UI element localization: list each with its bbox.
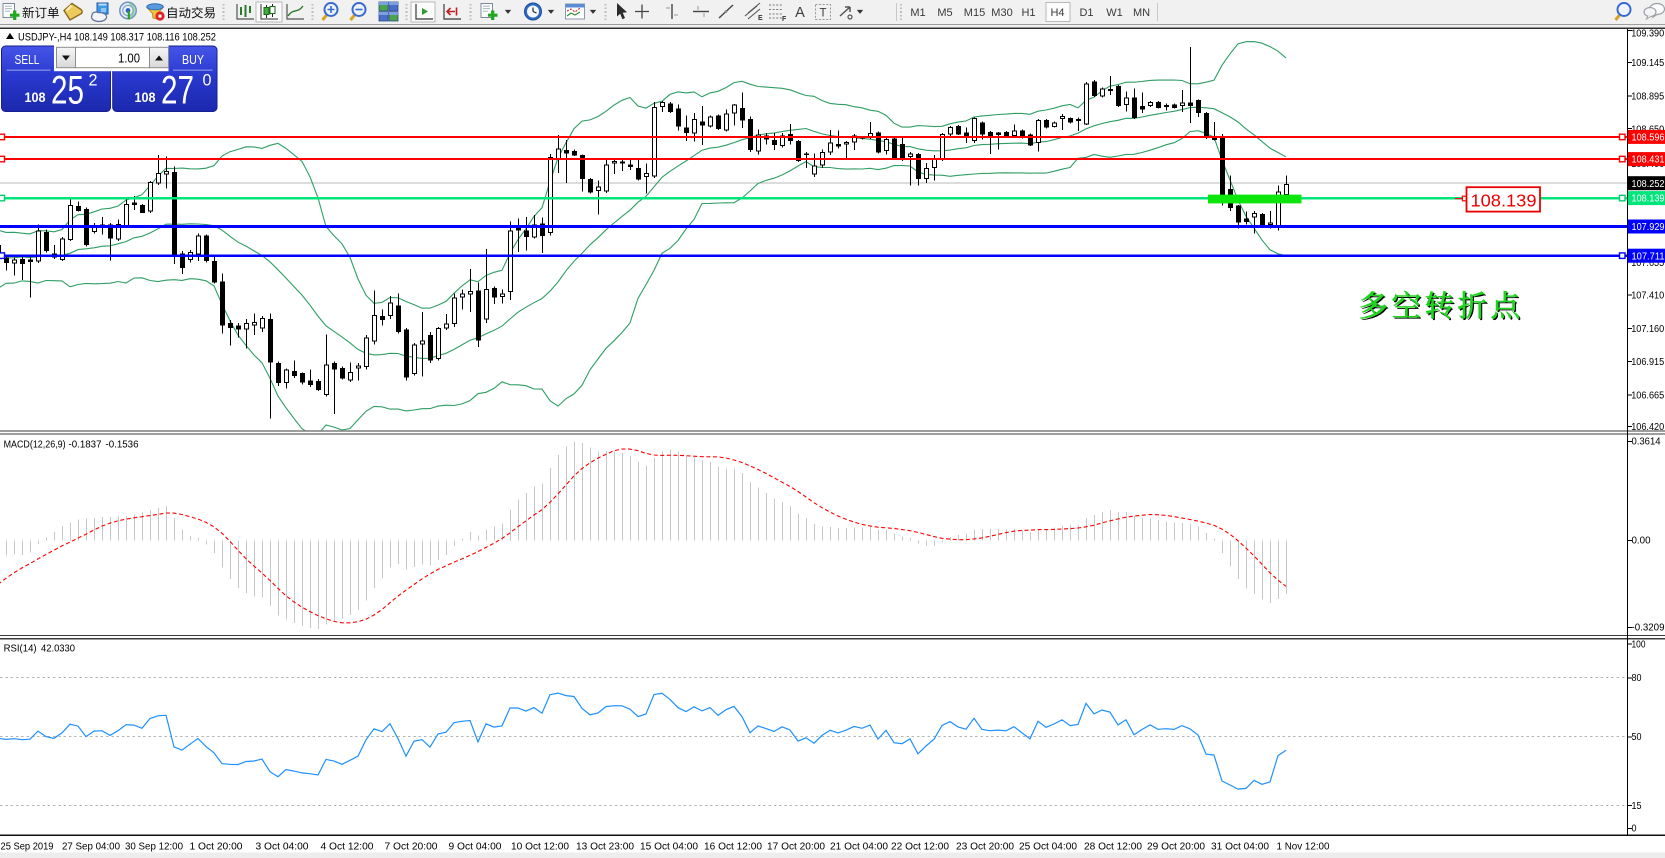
svg-text:RSI(14): RSI(14) <box>4 643 37 654</box>
svg-text:H1: H1 <box>1021 7 1035 19</box>
svg-text:100: 100 <box>1632 639 1646 650</box>
svg-text:108.596: 108.596 <box>1632 133 1665 144</box>
svg-text:107.160: 107.160 <box>1631 324 1664 335</box>
svg-text:108.650: 108.650 <box>1631 124 1664 135</box>
svg-text:M1: M1 <box>910 7 925 19</box>
svg-text:H4: H4 <box>1050 7 1064 19</box>
svg-text:1 Nov 12:00: 1 Nov 12:00 <box>1277 842 1330 853</box>
svg-text:23 Oct 20:00: 23 Oct 20:00 <box>956 842 1014 853</box>
svg-text:15: 15 <box>1632 801 1642 812</box>
svg-text:A: A <box>795 5 805 21</box>
svg-text:F: F <box>782 16 787 23</box>
svg-text:106.915: 106.915 <box>1631 357 1664 368</box>
svg-text:2: 2 <box>89 71 98 90</box>
svg-text:M30: M30 <box>991 7 1012 19</box>
svg-text:22 Oct 12:00: 22 Oct 12:00 <box>891 842 949 853</box>
svg-text:0.00: 0.00 <box>1632 535 1651 546</box>
svg-text:27: 27 <box>161 69 194 113</box>
svg-text:0: 0 <box>203 71 212 90</box>
svg-text:T: T <box>819 8 826 20</box>
svg-text:42.0330: 42.0330 <box>41 643 75 654</box>
svg-text:9 Oct 04:00: 9 Oct 04:00 <box>449 842 502 853</box>
svg-text:106.665: 106.665 <box>1631 390 1664 401</box>
svg-text:108.431: 108.431 <box>1632 155 1665 166</box>
svg-text:4 Oct 12:00: 4 Oct 12:00 <box>321 842 374 853</box>
svg-text:108: 108 <box>135 90 156 105</box>
svg-text:108.252: 108.252 <box>1632 179 1665 190</box>
svg-text:108.139: 108.139 <box>1632 194 1665 205</box>
svg-text:50: 50 <box>1632 732 1642 743</box>
svg-text:USDJPY-,H4 108.149 108.317 10: USDJPY-,H4 108.149 108.317 108.116 108.2… <box>18 32 216 44</box>
svg-text:0: 0 <box>1632 824 1637 835</box>
svg-text:109.145: 109.145 <box>1631 58 1664 69</box>
svg-text:29 Oct 20:00: 29 Oct 20:00 <box>1147 842 1205 853</box>
svg-text:15 Oct 04:00: 15 Oct 04:00 <box>640 842 698 853</box>
svg-text:MN: MN <box>1133 7 1150 19</box>
svg-text:21 Oct 04:00: 21 Oct 04:00 <box>830 842 888 853</box>
svg-text:108.139: 108.139 <box>1471 191 1537 211</box>
svg-text:1 Oct 20:00: 1 Oct 20:00 <box>190 842 243 853</box>
svg-text:108: 108 <box>25 90 46 105</box>
svg-text:M15: M15 <box>964 7 985 19</box>
svg-text:108.895: 108.895 <box>1631 91 1664 102</box>
svg-text:BUY: BUY <box>182 53 205 67</box>
svg-text:17 Oct 20:00: 17 Oct 20:00 <box>767 842 825 853</box>
svg-text:SELL: SELL <box>15 53 40 67</box>
svg-text:1.00: 1.00 <box>118 50 140 65</box>
svg-text:106.420: 106.420 <box>1631 422 1664 433</box>
svg-text:7 Oct 20:00: 7 Oct 20:00 <box>385 842 438 853</box>
svg-text:109.390: 109.390 <box>1631 29 1664 40</box>
svg-text:31 Oct 04:00: 31 Oct 04:00 <box>1211 842 1269 853</box>
svg-text:D1: D1 <box>1079 7 1093 19</box>
svg-text:16 Oct 12:00: 16 Oct 12:00 <box>704 842 762 853</box>
svg-text:E: E <box>758 15 763 22</box>
svg-text:-0.3209: -0.3209 <box>1632 623 1665 634</box>
svg-text:W1: W1 <box>1106 7 1123 19</box>
svg-text:-0.1837: -0.1837 <box>69 439 102 450</box>
svg-text:107.929: 107.929 <box>1632 222 1665 233</box>
svg-text:MACD(12,26,9): MACD(12,26,9) <box>4 439 66 450</box>
svg-text:25 Sep 2019: 25 Sep 2019 <box>1 842 54 853</box>
svg-text:10 Oct 12:00: 10 Oct 12:00 <box>511 842 569 853</box>
svg-text:25 Oct 04:00: 25 Oct 04:00 <box>1019 842 1077 853</box>
svg-text:107.711: 107.711 <box>1632 251 1665 262</box>
svg-text:13 Oct 23:00: 13 Oct 23:00 <box>576 842 634 853</box>
svg-text:107.410: 107.410 <box>1631 291 1664 302</box>
svg-text:28 Oct 12:00: 28 Oct 12:00 <box>1084 842 1142 853</box>
svg-text:3 Oct 04:00: 3 Oct 04:00 <box>256 842 309 853</box>
svg-text:80: 80 <box>1632 673 1642 684</box>
svg-text:M5: M5 <box>937 7 952 19</box>
svg-text:25: 25 <box>51 69 84 113</box>
svg-text:27 Sep 04:00: 27 Sep 04:00 <box>62 842 120 853</box>
svg-text:107.655: 107.655 <box>1631 258 1664 269</box>
svg-text:-0.1536: -0.1536 <box>106 439 139 450</box>
svg-text:0.3614: 0.3614 <box>1632 436 1661 447</box>
svg-text:30 Sep 12:00: 30 Sep 12:00 <box>125 842 183 853</box>
